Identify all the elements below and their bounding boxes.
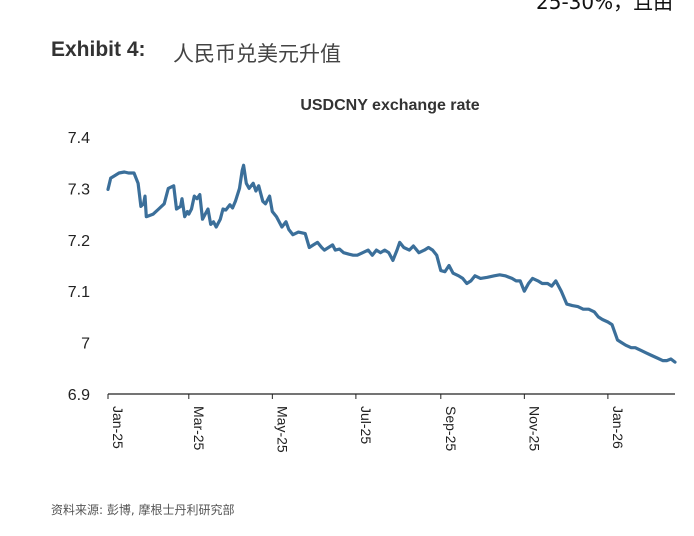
- y-axis: 7.4 7.3 7.2 7.1 7 6.9: [68, 130, 90, 404]
- series-line-usdcny: [106, 163, 677, 364]
- x-tick-label: Jul-25: [358, 406, 374, 444]
- y-tick-label: 6.9: [68, 387, 90, 404]
- y-tick-label: 7.2: [68, 233, 90, 250]
- y-tick-label: 7.1: [68, 284, 90, 301]
- exhibit-label: Exhibit 4:: [51, 38, 146, 61]
- clipped-top-text: 25-30%，且由: [536, 0, 674, 14]
- x-tick-label: Nov-25: [526, 406, 542, 451]
- x-tick-label: May-25: [274, 406, 290, 453]
- chart-title: USDCNY exchange rate: [300, 97, 479, 114]
- y-tick-label: 7.3: [68, 181, 90, 198]
- x-tick-label: Mar-25: [191, 406, 207, 451]
- exhibit-title: 人民币兑美元升值: [173, 42, 341, 66]
- source-note: 资料来源: 彭博, 摩根士丹利研究部: [51, 503, 235, 517]
- y-tick-label: 7.4: [68, 130, 90, 147]
- x-tick-label: Jan-26: [610, 406, 626, 449]
- x-tick-label: Sep-25: [443, 406, 459, 451]
- x-axis: Jan-25 Mar-25 May-25 Jul-25 Sep-25 Nov-25 Jan-…: [107, 393, 675, 453]
- y-tick-label: 7: [81, 336, 90, 353]
- x-tick-label: Jan-25: [110, 406, 126, 449]
